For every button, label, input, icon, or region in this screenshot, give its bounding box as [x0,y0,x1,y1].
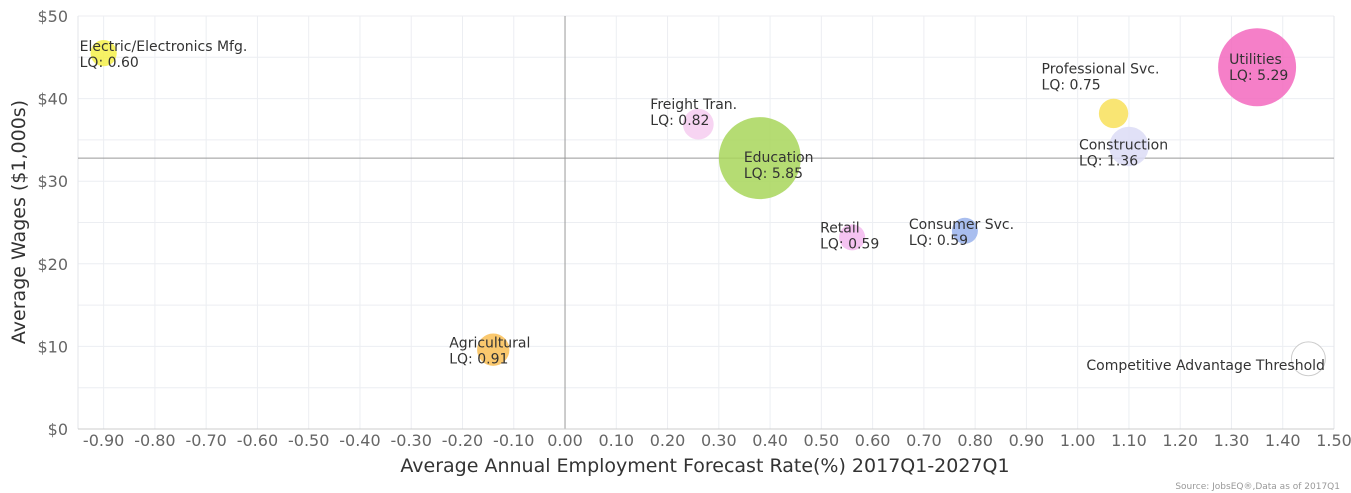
bubble [1098,98,1129,129]
bubble-lq-label: LQ: 1.36 [1079,154,1138,170]
bubble [1218,28,1297,107]
x-tick-label: 0.60 [855,431,891,450]
bubble-name-label: Education [744,150,814,166]
x-tick-label: 0.70 [906,431,942,450]
x-tick-label: -0.50 [288,431,329,450]
x-tick-label: 0.30 [701,431,737,450]
bubble [1290,341,1326,377]
bubble-lq-label: LQ: 0.59 [909,233,968,249]
bubble [951,217,978,244]
bubble-name-label: Competitive Advantage Threshold [1086,358,1325,374]
bubble [1109,126,1149,167]
x-tick-label: -0.20 [442,431,483,450]
y-tick-label: $40 [37,90,68,109]
x-tick-label: -0.10 [493,431,534,450]
source-note: Source: JobsEQ®,Data as of 2017Q1 [1175,482,1340,492]
x-tick-label: 0.80 [957,431,993,450]
axes: -0.90 -0.80 -0.70 -0.60 -0.50 -0.40 -0.30 -0.20… [37,7,1351,450]
y-tick-label: $0 [48,420,68,439]
x-axis-title: Average Annual Employment Forecast Rate(… [400,455,1009,477]
bubble [90,40,117,67]
bubble [839,224,866,251]
x-tick-label: 1.10 [1111,431,1147,450]
x-tick-label: -0.80 [134,431,175,450]
bubble-name-label: Retail [820,220,860,236]
x-tick-label: 0.50 [804,431,840,450]
y-tick-label: $20 [37,255,68,274]
x-tick-label: 1.30 [1214,431,1250,450]
y-axis-title: Average Wages ($1,000s) [8,100,30,344]
x-tick-label: -0.60 [237,431,278,450]
bubble [682,108,714,140]
bubbles [90,28,1326,377]
x-tick-label: 0.90 [1009,431,1045,450]
bubble [477,333,510,366]
y-tick-label: $30 [37,172,68,191]
x-tick-label: -0.30 [391,431,432,450]
bubble-name-label: Agricultural [449,336,530,352]
gridlines [77,15,1335,430]
x-tick-label: 1.20 [1162,431,1198,450]
y-tick-label: $10 [37,337,68,356]
x-tick-label: -0.40 [339,431,380,450]
bubble-labels: Electric/Electronics Mfg.LQ: 0.60 Agricul… [80,39,1325,374]
x-tick-label: 1.40 [1265,431,1301,450]
bubble-lq-label: LQ: 0.91 [449,352,508,368]
x-tick-label: 0.20 [650,431,686,450]
bubble-lq-label: LQ: 0.60 [80,55,139,71]
x-tick-label: 0.40 [752,431,788,450]
bubble [718,117,801,200]
bubble-name-label: Consumer Svc. [909,217,1014,233]
bubble-name-label: Professional Svc. [1042,61,1160,77]
x-tick-label: -0.70 [185,431,226,450]
bubble-name-label: Electric/Electronics Mfg. [80,39,248,55]
bubble-lq-label: LQ: 5.29 [1229,68,1288,84]
x-tick-label: 1.00 [1060,431,1096,450]
x-tick-label: -0.90 [83,431,124,450]
bubble-lq-label: LQ: 0.82 [650,113,709,129]
x-tick-label: 0.00 [547,431,583,450]
bubble-lq-label: LQ: 0.59 [820,236,879,252]
x-tick-label: 1.50 [1316,431,1351,450]
bubble-lq-label: LQ: 0.75 [1042,77,1101,93]
bubble-lq-label: LQ: 5.85 [744,166,803,182]
bubble-name-label: Freight Tran. [650,97,737,113]
bubble-name-label: Construction [1079,138,1168,154]
x-tick-label: 0.10 [598,431,634,450]
bubble-name-label: Utilities [1229,52,1282,68]
y-tick-label: $50 [37,7,68,26]
